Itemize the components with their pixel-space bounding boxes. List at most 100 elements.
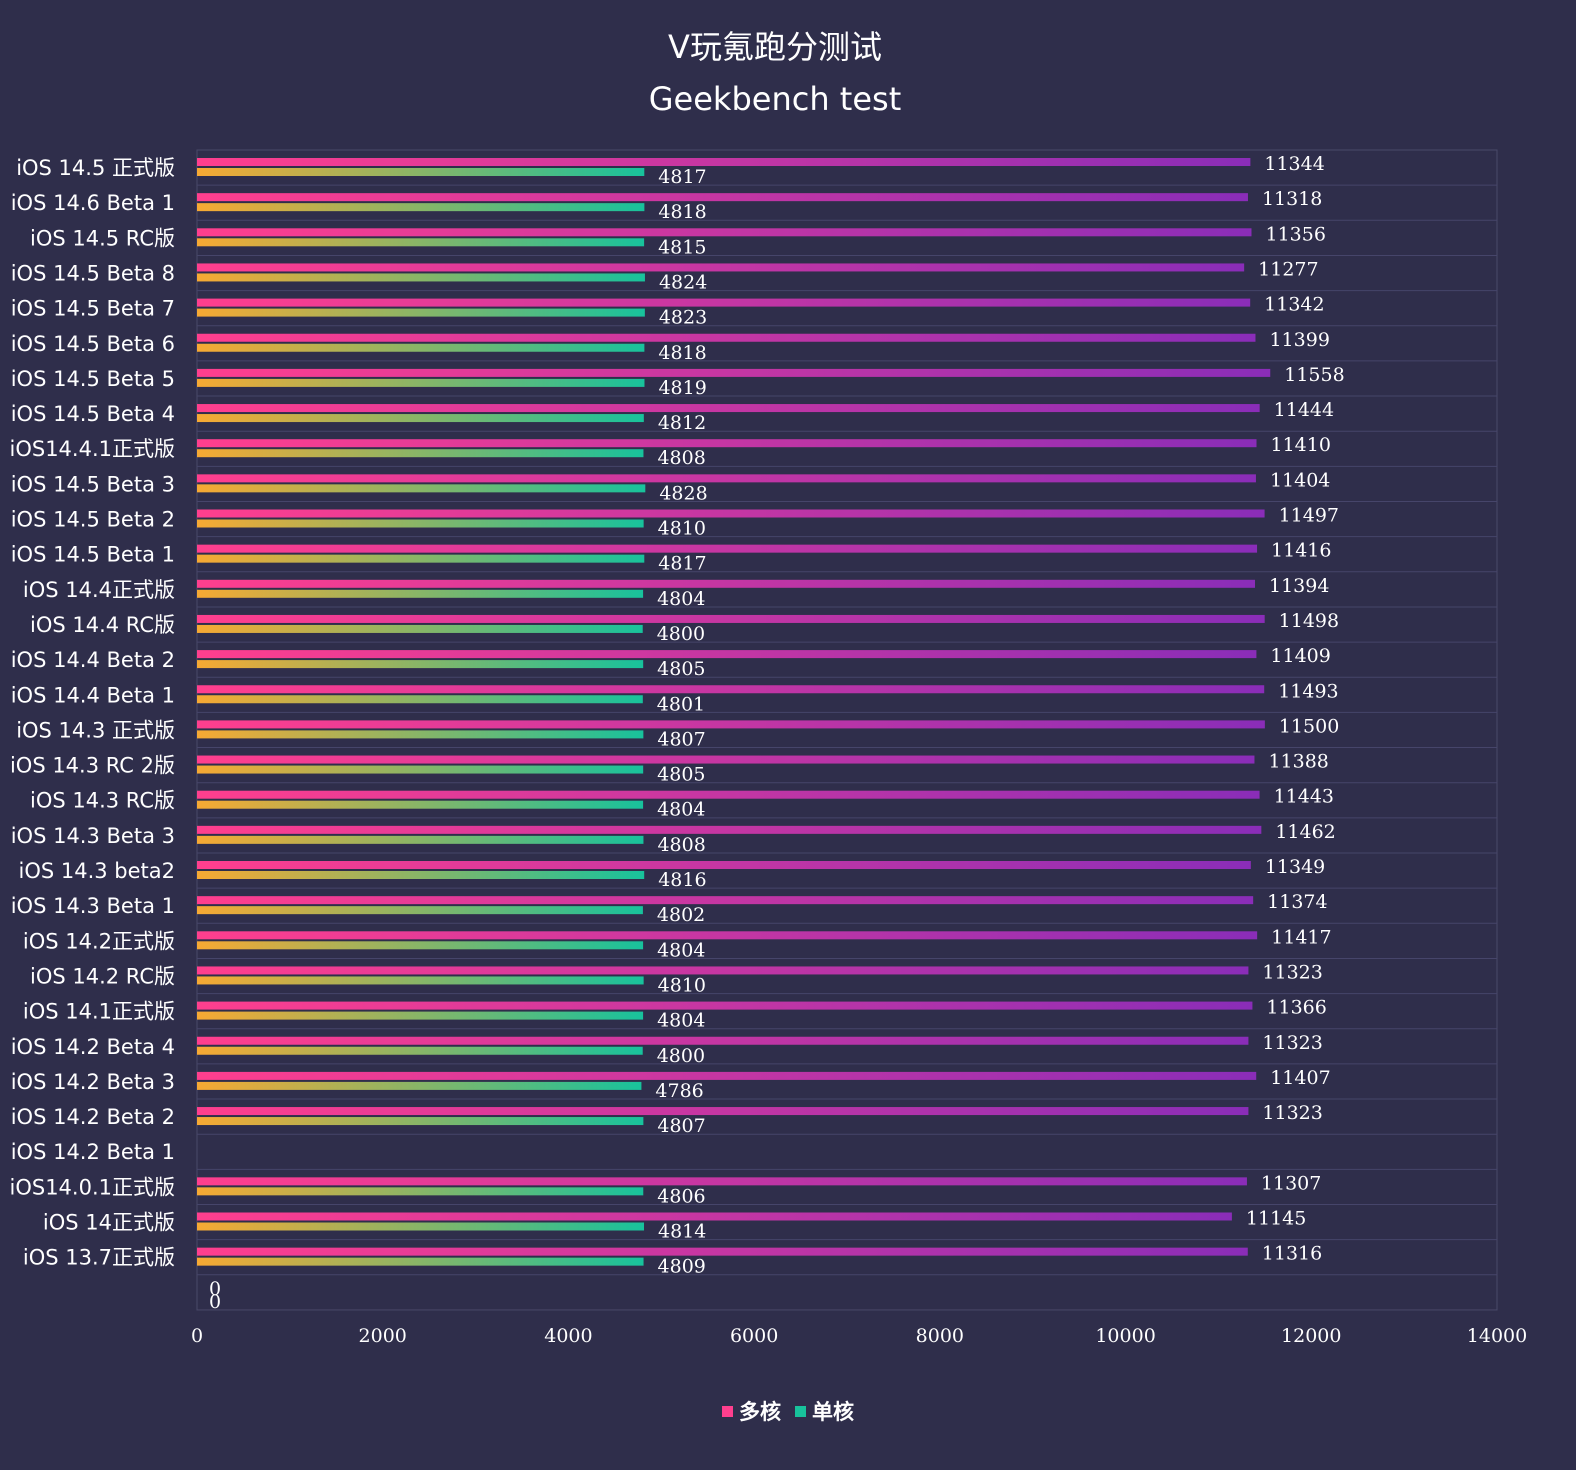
grid bbox=[196, 149, 1498, 1311]
bar-multicore bbox=[197, 474, 1256, 483]
bar-singlecore bbox=[197, 660, 644, 669]
category-label: iOS 14.4 Beta 2 bbox=[11, 648, 175, 672]
data-label-singlecore: 4815 bbox=[658, 236, 706, 258]
bar-multicore bbox=[197, 368, 1271, 377]
data-label-multicore: 11404 bbox=[1270, 469, 1330, 491]
category-label: iOS 14.2 Beta 4 bbox=[11, 1035, 175, 1059]
category-label: iOS 14.2正式版 bbox=[23, 929, 175, 953]
category-label: iOS 14.6 Beta 1 bbox=[11, 191, 175, 215]
bar-multicore bbox=[197, 228, 1252, 237]
data-label-singlecore: 4819 bbox=[658, 377, 706, 399]
data-label-singlecore: 4810 bbox=[658, 518, 706, 540]
bar-multicore bbox=[197, 544, 1258, 553]
bar-singlecore bbox=[197, 765, 644, 774]
data-label-singlecore: 4824 bbox=[659, 271, 707, 293]
bar-singlecore bbox=[197, 835, 644, 844]
bar-singlecore bbox=[197, 624, 643, 633]
legend-item-multicore[interactable]: 多核 bbox=[722, 1396, 781, 1426]
x-tick-label: 2000 bbox=[359, 1325, 407, 1347]
bar-singlecore bbox=[197, 378, 645, 387]
data-label-multicore: 11394 bbox=[1269, 575, 1329, 597]
x-tick-label: 12000 bbox=[1281, 1325, 1341, 1347]
category-label: iOS 14.4 RC版 bbox=[30, 613, 175, 637]
bar-singlecore bbox=[197, 484, 646, 493]
data-label-singlecore: 4809 bbox=[658, 1256, 706, 1278]
data-label-multicore: 11410 bbox=[1271, 434, 1331, 456]
legend-label-singlecore: 单核 bbox=[812, 1400, 854, 1424]
x-tick-label: 4000 bbox=[544, 1325, 592, 1347]
bar-multicore bbox=[197, 404, 1260, 413]
category-label: iOS 14.5 Beta 3 bbox=[11, 472, 175, 496]
bar-singlecore bbox=[197, 308, 645, 317]
legend-swatch-singlecore bbox=[795, 1405, 806, 1417]
bar-multicore bbox=[197, 1212, 1232, 1221]
bar-multicore bbox=[197, 1071, 1257, 1080]
data-label-multicore: 11443 bbox=[1274, 786, 1334, 808]
category-label: iOS 14.3 正式版 bbox=[16, 718, 175, 742]
bar-singlecore bbox=[197, 1257, 644, 1266]
bar-multicore bbox=[197, 685, 1265, 694]
x-tick-label: 8000 bbox=[916, 1325, 964, 1347]
bar-multicore bbox=[197, 931, 1258, 940]
data-label-singlecore: 4800 bbox=[657, 623, 705, 645]
data-label-singlecore: 4818 bbox=[658, 201, 706, 223]
bar-multicore bbox=[197, 896, 1254, 905]
category-label: iOS 14.5 Beta 4 bbox=[11, 402, 175, 426]
bar-multicore bbox=[197, 579, 1256, 588]
bar-multicore bbox=[197, 614, 1265, 623]
data-label-singlecore: 4786 bbox=[655, 1080, 703, 1102]
data-label-multicore: 11497 bbox=[1279, 505, 1339, 527]
bar-multicore bbox=[197, 193, 1248, 202]
data-label-singlecore: 4802 bbox=[657, 904, 705, 926]
bar-multicore bbox=[197, 158, 1251, 166]
data-label-multicore: 11500 bbox=[1279, 715, 1339, 737]
data-label-multicore: 11399 bbox=[1269, 329, 1329, 351]
data-label-singlecore: 4804 bbox=[657, 1010, 705, 1032]
bar-multicore bbox=[197, 439, 1257, 448]
bar-multicore bbox=[197, 298, 1251, 307]
category-label: iOS 14.2 Beta 1 bbox=[11, 1140, 175, 1164]
category-label: iOS 14.2 Beta 2 bbox=[11, 1105, 175, 1129]
bar-singlecore bbox=[197, 730, 644, 739]
data-label-multicore: 11444 bbox=[1274, 399, 1334, 421]
data-label-singlecore: 4823 bbox=[659, 307, 707, 329]
category-label: iOS 14.5 Beta 2 bbox=[11, 508, 175, 532]
data-label-multicore: 11388 bbox=[1268, 751, 1328, 773]
data-label-singlecore: 4800 bbox=[657, 1045, 705, 1067]
data-label-singlecore: 4812 bbox=[658, 412, 706, 434]
data-label-singlecore: 4808 bbox=[657, 447, 705, 469]
data-label-singlecore: 4807 bbox=[657, 1115, 705, 1137]
category-label: iOS 14.3 beta2 bbox=[18, 859, 175, 883]
bar-multicore bbox=[197, 650, 1257, 659]
data-label-multicore: 11318 bbox=[1262, 188, 1322, 210]
data-label-multicore: 11323 bbox=[1262, 1032, 1322, 1054]
bar-multicore bbox=[197, 1177, 1247, 1186]
bar-singlecore bbox=[197, 871, 645, 879]
category-label: iOS 14.5 Beta 1 bbox=[11, 543, 175, 567]
category-label: iOS 14.5 正式版 bbox=[16, 156, 175, 180]
bar-singlecore bbox=[197, 695, 643, 704]
bar-singlecore bbox=[197, 1222, 645, 1231]
data-label-multicore: 11409 bbox=[1270, 645, 1330, 667]
category-label: iOS 14.1正式版 bbox=[23, 1000, 175, 1024]
bar-singlecore bbox=[197, 941, 644, 950]
x-tick-label: 6000 bbox=[730, 1325, 778, 1347]
bar-singlecore bbox=[197, 203, 645, 212]
bar-multicore bbox=[197, 825, 1262, 834]
data-label-multicore: 11349 bbox=[1265, 856, 1325, 878]
category-label: iOS 14正式版 bbox=[43, 1211, 175, 1235]
legend-item-singlecore[interactable]: 单核 bbox=[795, 1396, 854, 1426]
plot-frame bbox=[196, 149, 1498, 1311]
bar-singlecore bbox=[197, 906, 643, 915]
x-tick-label: 14000 bbox=[1467, 1325, 1527, 1347]
data-label-singlecore: 4816 bbox=[658, 869, 706, 891]
category-label: iOS 14.2 Beta 3 bbox=[11, 1070, 175, 1094]
category-label: iOS 14.5 Beta 8 bbox=[11, 261, 175, 285]
category-label: iOS 14.5 RC版 bbox=[30, 226, 175, 250]
bar-singlecore bbox=[197, 414, 644, 423]
category-label: iOS 14.5 Beta 6 bbox=[11, 332, 175, 356]
data-label-multicore: 0 bbox=[209, 1278, 221, 1300]
bar-singlecore bbox=[197, 273, 645, 282]
data-label-singlecore: 4805 bbox=[657, 658, 705, 680]
